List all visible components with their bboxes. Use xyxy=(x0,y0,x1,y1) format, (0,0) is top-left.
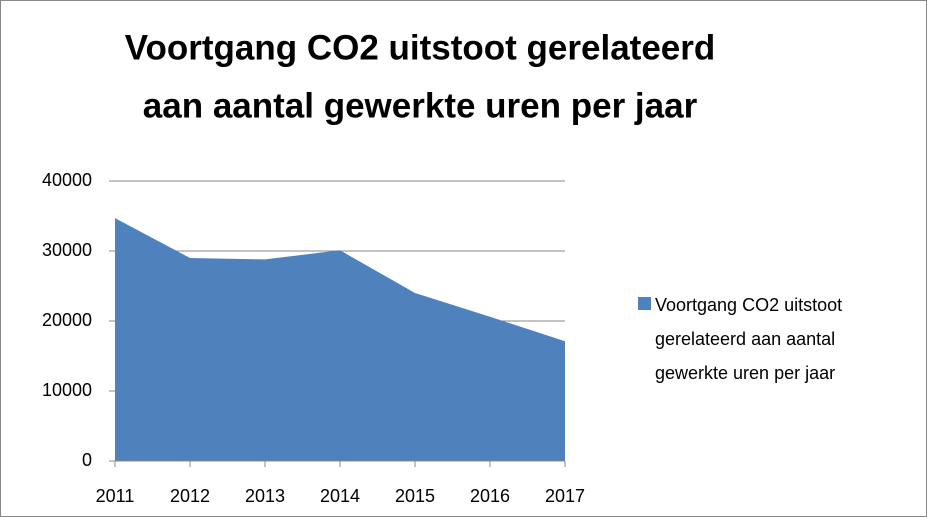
x-tick-label: 2017 xyxy=(545,486,585,506)
y-tick-label: 30000 xyxy=(42,240,92,260)
x-tick-label: 2012 xyxy=(170,486,210,506)
y-tick-label: 20000 xyxy=(42,310,92,330)
x-tick-label: 2011 xyxy=(96,486,135,506)
legend-label: Voortgang CO2 uitstoot gerelateerd aan a… xyxy=(655,295,843,383)
x-tick-label: 2013 xyxy=(245,486,285,506)
chart-title: aan aantal gewerkte uren per jaar xyxy=(143,86,698,125)
y-tick-label: 0 xyxy=(82,450,92,470)
chart-title: Voortgang CO2 uitstoot gerelateerd xyxy=(125,28,716,67)
legend-swatch xyxy=(638,297,651,310)
y-tick-label: 40000 xyxy=(42,170,92,190)
x-tick-label: 2014 xyxy=(320,486,360,506)
x-tick-label: 2015 xyxy=(395,486,435,506)
x-tick-label: 2016 xyxy=(470,486,510,506)
y-tick-label: 10000 xyxy=(42,380,92,400)
area xyxy=(115,218,565,461)
